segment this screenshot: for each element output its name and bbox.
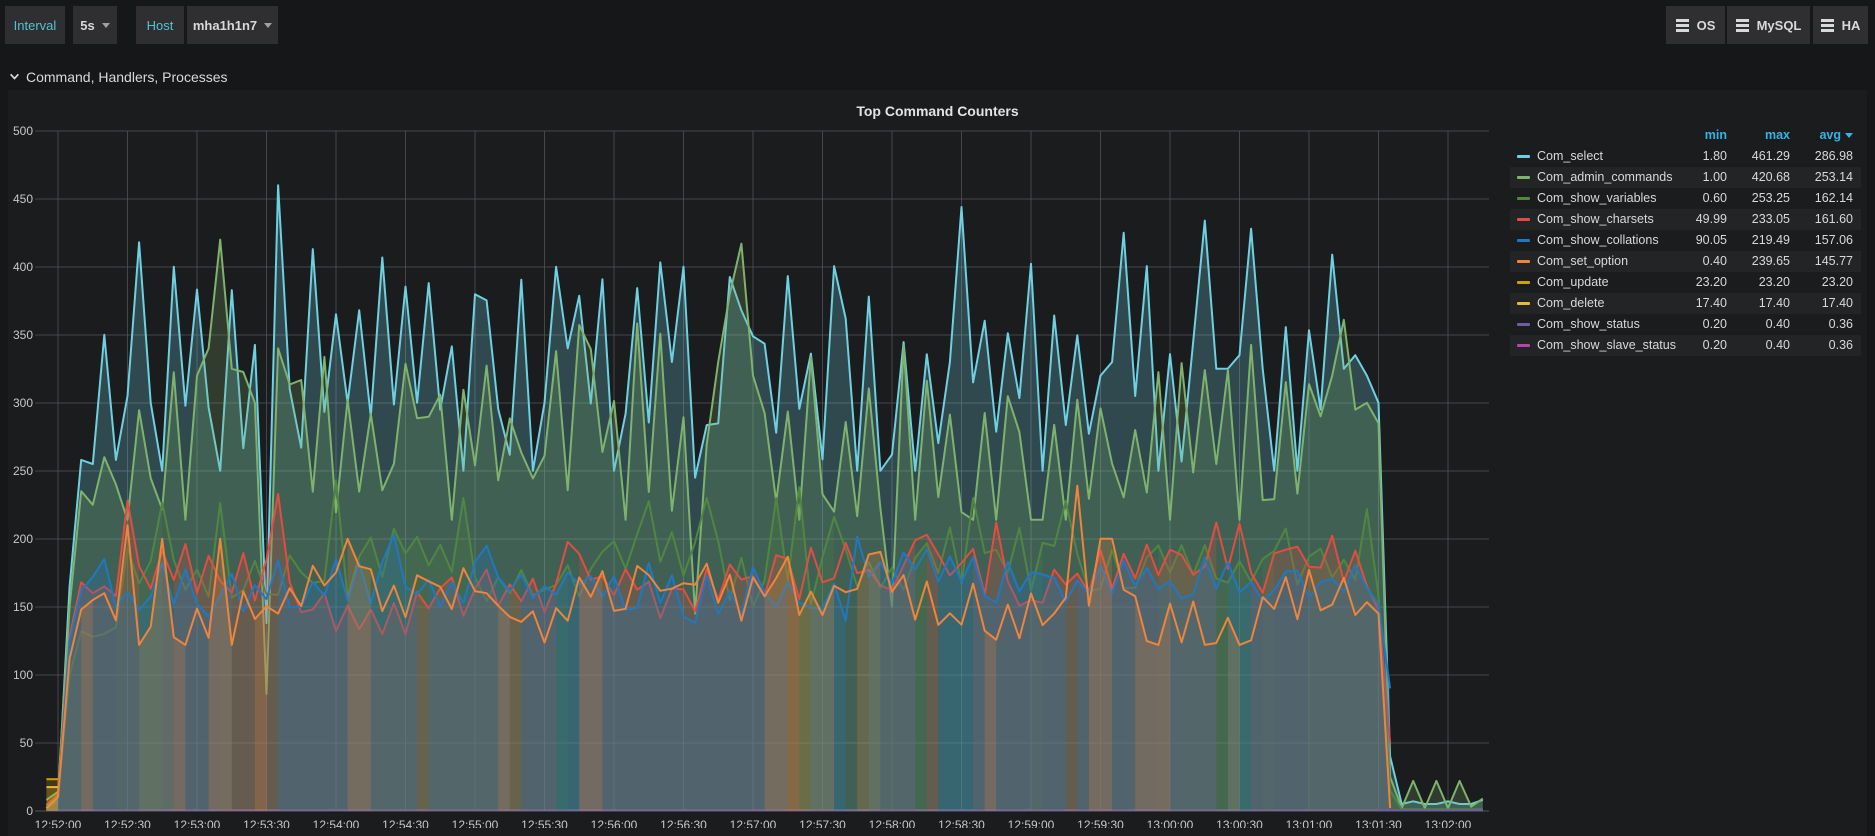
svg-text:13:00:30: 13:00:30 xyxy=(1216,818,1263,828)
svg-text:12:58:30: 12:58:30 xyxy=(938,818,985,828)
svg-text:13:00:00: 13:00:00 xyxy=(1147,818,1194,828)
svg-text:300: 300 xyxy=(13,396,33,410)
svg-text:12:56:30: 12:56:30 xyxy=(660,818,707,828)
svg-text:500: 500 xyxy=(13,124,33,138)
svg-text:12:57:30: 12:57:30 xyxy=(799,818,846,828)
svg-text:12:59:30: 12:59:30 xyxy=(1077,818,1124,828)
svg-text:12:54:30: 12:54:30 xyxy=(382,818,429,828)
svg-text:13:01:00: 13:01:00 xyxy=(1286,818,1333,828)
svg-text:0: 0 xyxy=(26,804,33,818)
svg-text:12:52:00: 12:52:00 xyxy=(35,818,82,828)
svg-text:50: 50 xyxy=(20,736,34,750)
svg-text:12:56:00: 12:56:00 xyxy=(591,818,638,828)
svg-text:100: 100 xyxy=(13,668,33,682)
svg-text:400: 400 xyxy=(13,260,33,274)
svg-text:13:01:30: 13:01:30 xyxy=(1355,818,1402,828)
svg-text:450: 450 xyxy=(13,192,33,206)
svg-text:150: 150 xyxy=(13,600,33,614)
svg-text:12:53:00: 12:53:00 xyxy=(174,818,221,828)
svg-text:12:53:30: 12:53:30 xyxy=(243,818,290,828)
svg-text:12:59:00: 12:59:00 xyxy=(1008,818,1055,828)
svg-text:12:52:30: 12:52:30 xyxy=(104,818,151,828)
svg-text:12:58:00: 12:58:00 xyxy=(869,818,916,828)
svg-text:12:57:00: 12:57:00 xyxy=(730,818,777,828)
svg-text:200: 200 xyxy=(13,532,33,546)
svg-text:12:54:00: 12:54:00 xyxy=(313,818,360,828)
svg-text:13:02:00: 13:02:00 xyxy=(1425,818,1472,828)
svg-text:350: 350 xyxy=(13,328,33,342)
svg-text:12:55:00: 12:55:00 xyxy=(452,818,499,828)
svg-text:12:55:30: 12:55:30 xyxy=(521,818,568,828)
svg-text:250: 250 xyxy=(13,464,33,478)
